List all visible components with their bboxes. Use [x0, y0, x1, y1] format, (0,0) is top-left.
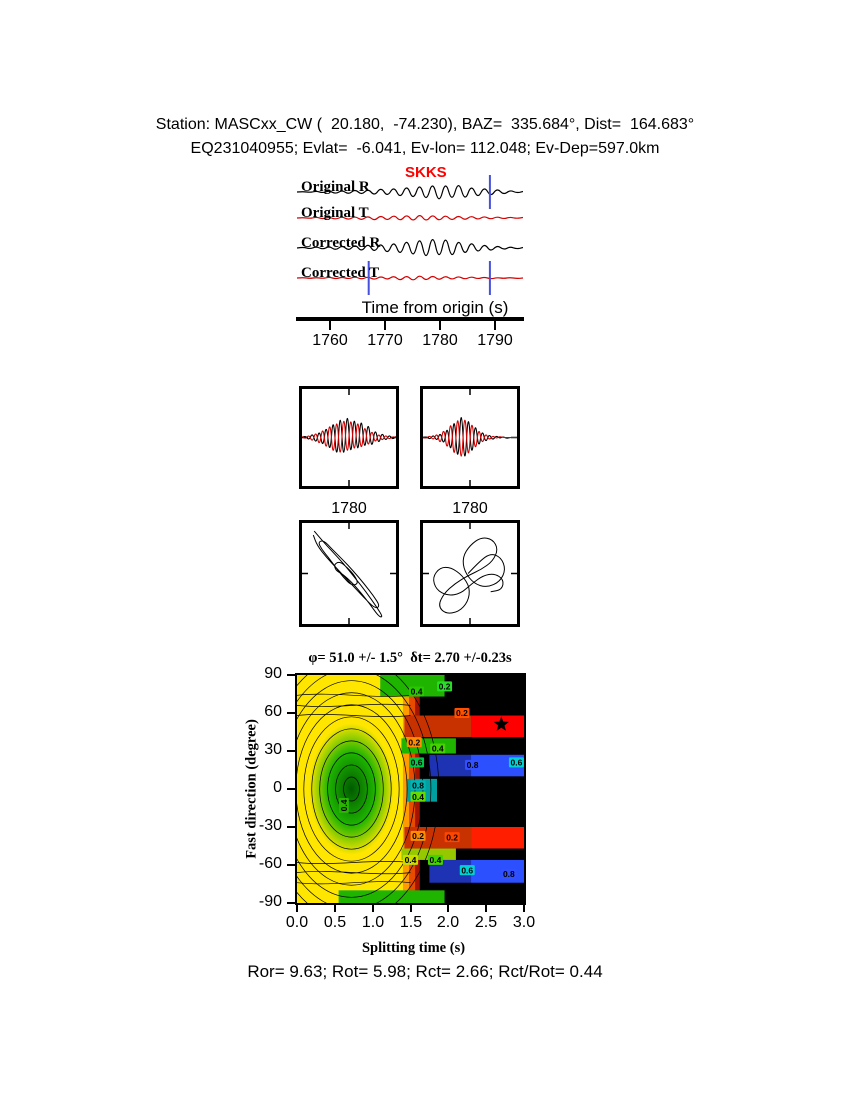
misfit-ytick	[287, 788, 295, 790]
time-axis-tick	[384, 321, 386, 330]
svg-text:0.2: 0.2	[439, 682, 451, 692]
misfit-ytick-label: 0	[273, 779, 282, 796]
time-axis-tick	[439, 321, 441, 330]
svg-text:0.2: 0.2	[408, 737, 420, 747]
phase-label-skks: SKKS	[405, 164, 447, 181]
window-right-xtick: 1780	[452, 500, 488, 517]
misfit-xtick-label: 0.0	[285, 914, 309, 931]
misfit-map-frame: 0.4 0.2 0.2 0.2 0.4 0.6 0.8 0.6 0.8 0.4 0.2 0.2 0.4 0…	[295, 673, 526, 905]
misfit-ytick	[287, 902, 295, 904]
misfit-xlabel: Splitting time (s)	[361, 940, 466, 956]
misfit-xtick	[296, 905, 298, 912]
trace-label-original-r: Original R	[301, 179, 370, 195]
event-header: EQ231040955; Evlat= -6.041, Ev-lon= 112.…	[190, 140, 660, 157]
svg-text:0.4: 0.4	[412, 792, 424, 802]
svg-text:0.4: 0.4	[405, 855, 417, 865]
time-tick-label: 1790	[477, 332, 513, 349]
svg-text:0.2: 0.2	[446, 832, 458, 842]
time-tick-label: 1760	[312, 332, 348, 349]
misfit-xtick	[372, 905, 374, 912]
trace-label-original-t: Original T	[301, 205, 369, 221]
misfit-xtick	[410, 905, 412, 912]
misfit-ytick-label: -90	[258, 893, 282, 910]
svg-text:0.8: 0.8	[467, 760, 479, 770]
time-axis-tick	[329, 321, 331, 330]
time-tick-label: 1770	[367, 332, 403, 349]
seismogram-traces-plot	[297, 175, 523, 295]
svg-text:0.6: 0.6	[411, 758, 423, 768]
misfit-xtick-label: 0.5	[323, 914, 347, 931]
misfit-ytick	[287, 864, 295, 866]
misfit-xtick	[523, 905, 525, 912]
svg-text:0.4: 0.4	[411, 687, 423, 697]
misfit-ytick	[287, 826, 295, 828]
misfit-ytick	[287, 712, 295, 714]
misfit-ytick-label: 30	[264, 741, 282, 758]
misfit-xtick	[447, 905, 449, 912]
svg-text:0.6: 0.6	[461, 865, 473, 875]
station-header: Station: MASCxx_CW ( 20.180, -74.230), B…	[155, 116, 695, 133]
window-left-xtick: 1780	[331, 500, 367, 517]
result-stats: Ror= 9.63; Rot= 5.98; Rct= 2.66; Rct/Rot…	[247, 962, 603, 981]
time-axis-title: Time from origin (s)	[361, 298, 509, 317]
window-waveform-left-plot	[302, 389, 396, 486]
svg-text:0.2: 0.2	[456, 708, 468, 718]
time-axis-line	[296, 317, 524, 321]
svg-text:0.4: 0.4	[430, 855, 442, 865]
svg-text:0.8: 0.8	[412, 780, 424, 790]
misfit-ytick-label: -30	[258, 817, 282, 834]
misfit-xtick-label: 2.0	[436, 914, 460, 931]
time-axis-tick	[494, 321, 496, 330]
particle-motion-left-plot	[302, 523, 396, 624]
misfit-title: φ= 51.0 +/- 1.5° δt= 2.70 +/-0.23s	[308, 650, 512, 666]
time-tick-label: 1780	[422, 332, 458, 349]
svg-text:0.2: 0.2	[412, 831, 424, 841]
misfit-map-plot: 0.4 0.2 0.2 0.2 0.4 0.6 0.8 0.6 0.8 0.4 0.2 0.2 0.4 0…	[297, 675, 524, 903]
window-waveform-panel-right	[420, 386, 520, 489]
svg-text:0.6: 0.6	[511, 758, 523, 768]
misfit-ytick	[287, 674, 295, 676]
misfit-xtick-label: 2.5	[474, 914, 498, 931]
misfit-xtick-label: 1.5	[399, 914, 423, 931]
particle-motion-right-plot	[423, 523, 517, 624]
misfit-xtick-label: 3.0	[512, 914, 536, 931]
window-waveform-panel-left	[299, 386, 399, 489]
misfit-xtick	[334, 905, 336, 912]
svg-text:0.4: 0.4	[339, 799, 349, 811]
misfit-ytick	[287, 750, 295, 752]
svg-text:0.4: 0.4	[432, 744, 444, 754]
trace-label-corrected-t: Corrected T	[301, 265, 380, 281]
svg-text:0.8: 0.8	[503, 869, 515, 879]
misfit-xtick-label: 1.0	[361, 914, 385, 931]
particle-motion-panel-right	[420, 520, 520, 627]
misfit-ytick-label: 60	[264, 703, 282, 720]
trace-label-corrected-r: Corrected R	[301, 235, 381, 251]
misfit-xtick	[485, 905, 487, 912]
seismogram-section: Original R Original T Corrected R Correc…	[297, 164, 523, 316]
particle-motion-panel-left	[299, 520, 399, 627]
misfit-ytick-label: 90	[264, 665, 282, 682]
window-waveform-right-plot	[423, 389, 517, 486]
misfit-ytick-label: -60	[258, 855, 282, 872]
